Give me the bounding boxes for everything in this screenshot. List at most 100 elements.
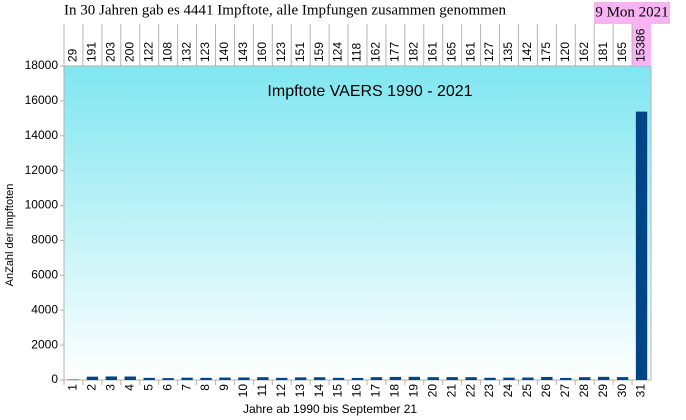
bar bbox=[124, 376, 136, 380]
y-axis-label: AnZahl der Impftoten bbox=[4, 184, 16, 287]
x-tick-label: 21 bbox=[444, 384, 458, 398]
x-tick-label: 15 bbox=[331, 384, 345, 398]
value-label: 132 bbox=[179, 42, 193, 62]
value-label: 175 bbox=[539, 42, 553, 62]
value-label: 161 bbox=[425, 42, 439, 62]
x-tick-label: 16 bbox=[350, 384, 364, 398]
x-tick-label: 2 bbox=[85, 384, 99, 391]
x-tick-label: 30 bbox=[615, 384, 629, 398]
bar bbox=[295, 377, 307, 380]
x-tick-label: 20 bbox=[425, 384, 439, 398]
value-label: 143 bbox=[236, 42, 250, 62]
value-label: 162 bbox=[369, 42, 383, 62]
bar bbox=[635, 111, 648, 380]
bar bbox=[503, 377, 515, 380]
x-tick-label: 22 bbox=[463, 384, 477, 398]
value-label: 161 bbox=[463, 42, 477, 62]
x-tick-label: 28 bbox=[577, 384, 591, 398]
value-label: 127 bbox=[482, 42, 496, 62]
bar bbox=[427, 377, 439, 380]
bar bbox=[276, 377, 288, 380]
value-label: 191 bbox=[85, 42, 99, 62]
bar bbox=[446, 377, 458, 380]
bar bbox=[181, 377, 193, 380]
value-label: 162 bbox=[577, 42, 591, 62]
value-label: 165 bbox=[444, 42, 458, 62]
x-tick-label: 3 bbox=[104, 384, 118, 391]
x-tick-label: 11 bbox=[255, 384, 269, 397]
value-label: 135 bbox=[501, 42, 515, 62]
value-label: 165 bbox=[615, 42, 629, 62]
value-label: 118 bbox=[350, 43, 364, 62]
plot-area bbox=[63, 65, 652, 381]
value-label: 123 bbox=[198, 42, 212, 62]
bar bbox=[332, 377, 345, 380]
bar bbox=[465, 377, 477, 380]
x-tick-label: 18 bbox=[388, 384, 402, 398]
bar bbox=[257, 377, 269, 380]
chart-title: Impftote VAERS 1990 - 2021 bbox=[267, 83, 472, 100]
x-tick-label: 5 bbox=[141, 384, 155, 391]
bar bbox=[522, 377, 534, 380]
bar bbox=[67, 379, 80, 380]
y-tick-label: 0 bbox=[51, 372, 58, 386]
value-label: 140 bbox=[217, 42, 231, 62]
badge-box bbox=[594, 2, 670, 24]
x-tick-label: 24 bbox=[501, 384, 515, 398]
value-label: 177 bbox=[388, 42, 402, 62]
x-tick-label: 31 bbox=[634, 384, 648, 398]
bar bbox=[541, 376, 553, 380]
bar bbox=[162, 378, 174, 380]
value-label: 159 bbox=[312, 42, 326, 62]
bar bbox=[579, 377, 591, 380]
bar bbox=[143, 377, 155, 380]
value-label: 120 bbox=[558, 42, 572, 62]
bar bbox=[370, 377, 383, 380]
value-label: 160 bbox=[255, 42, 269, 62]
value-label: 122 bbox=[141, 42, 155, 62]
y-tick-label: 2000 bbox=[31, 337, 58, 351]
badge: 9 Mon 2021 bbox=[595, 4, 668, 20]
value-label: 203 bbox=[104, 42, 118, 62]
x-tick-label: 29 bbox=[596, 384, 610, 398]
value-label: 151 bbox=[293, 42, 307, 62]
x-tick-label: 12 bbox=[274, 384, 288, 398]
x-tick-label: 10 bbox=[236, 384, 250, 398]
value-label: 142 bbox=[520, 42, 534, 62]
y-tick-label: 6000 bbox=[31, 268, 58, 282]
bar bbox=[484, 377, 496, 380]
x-tick-label: 8 bbox=[198, 384, 212, 391]
x-tick-label: 23 bbox=[482, 384, 496, 398]
value-label: 29 bbox=[66, 48, 80, 62]
value-label: 181 bbox=[596, 42, 610, 62]
x-tick-label: 26 bbox=[539, 384, 553, 398]
x-tick-label: 14 bbox=[312, 384, 326, 398]
bar bbox=[313, 377, 326, 380]
bar bbox=[408, 376, 420, 380]
value-label: 182 bbox=[406, 42, 420, 62]
bar bbox=[560, 377, 572, 380]
y-tick-label: 18000 bbox=[25, 58, 59, 72]
y-tick-label: 4000 bbox=[31, 302, 58, 316]
y-tick-label: 10000 bbox=[25, 198, 59, 212]
headline: In 30 Jahren gab es 4441 Impftote, alle … bbox=[64, 2, 506, 18]
value-label: 123 bbox=[274, 42, 288, 62]
bar bbox=[105, 376, 118, 380]
x-axis-label: Jahre ab 1990 bis September 21 bbox=[243, 402, 417, 416]
bar bbox=[389, 376, 402, 380]
value-label: 108 bbox=[160, 42, 174, 62]
bar bbox=[351, 377, 364, 380]
value-label: 200 bbox=[122, 42, 136, 62]
x-tick-label: 1 bbox=[66, 384, 80, 391]
bar bbox=[219, 377, 231, 380]
bar bbox=[616, 377, 629, 380]
bar bbox=[86, 376, 99, 380]
x-tick-label: 4 bbox=[122, 384, 136, 391]
label-highlight bbox=[632, 22, 651, 66]
bar bbox=[238, 377, 250, 380]
bar bbox=[200, 377, 212, 380]
x-tick-label: 19 bbox=[406, 384, 420, 398]
x-tick-label: 27 bbox=[558, 384, 572, 398]
